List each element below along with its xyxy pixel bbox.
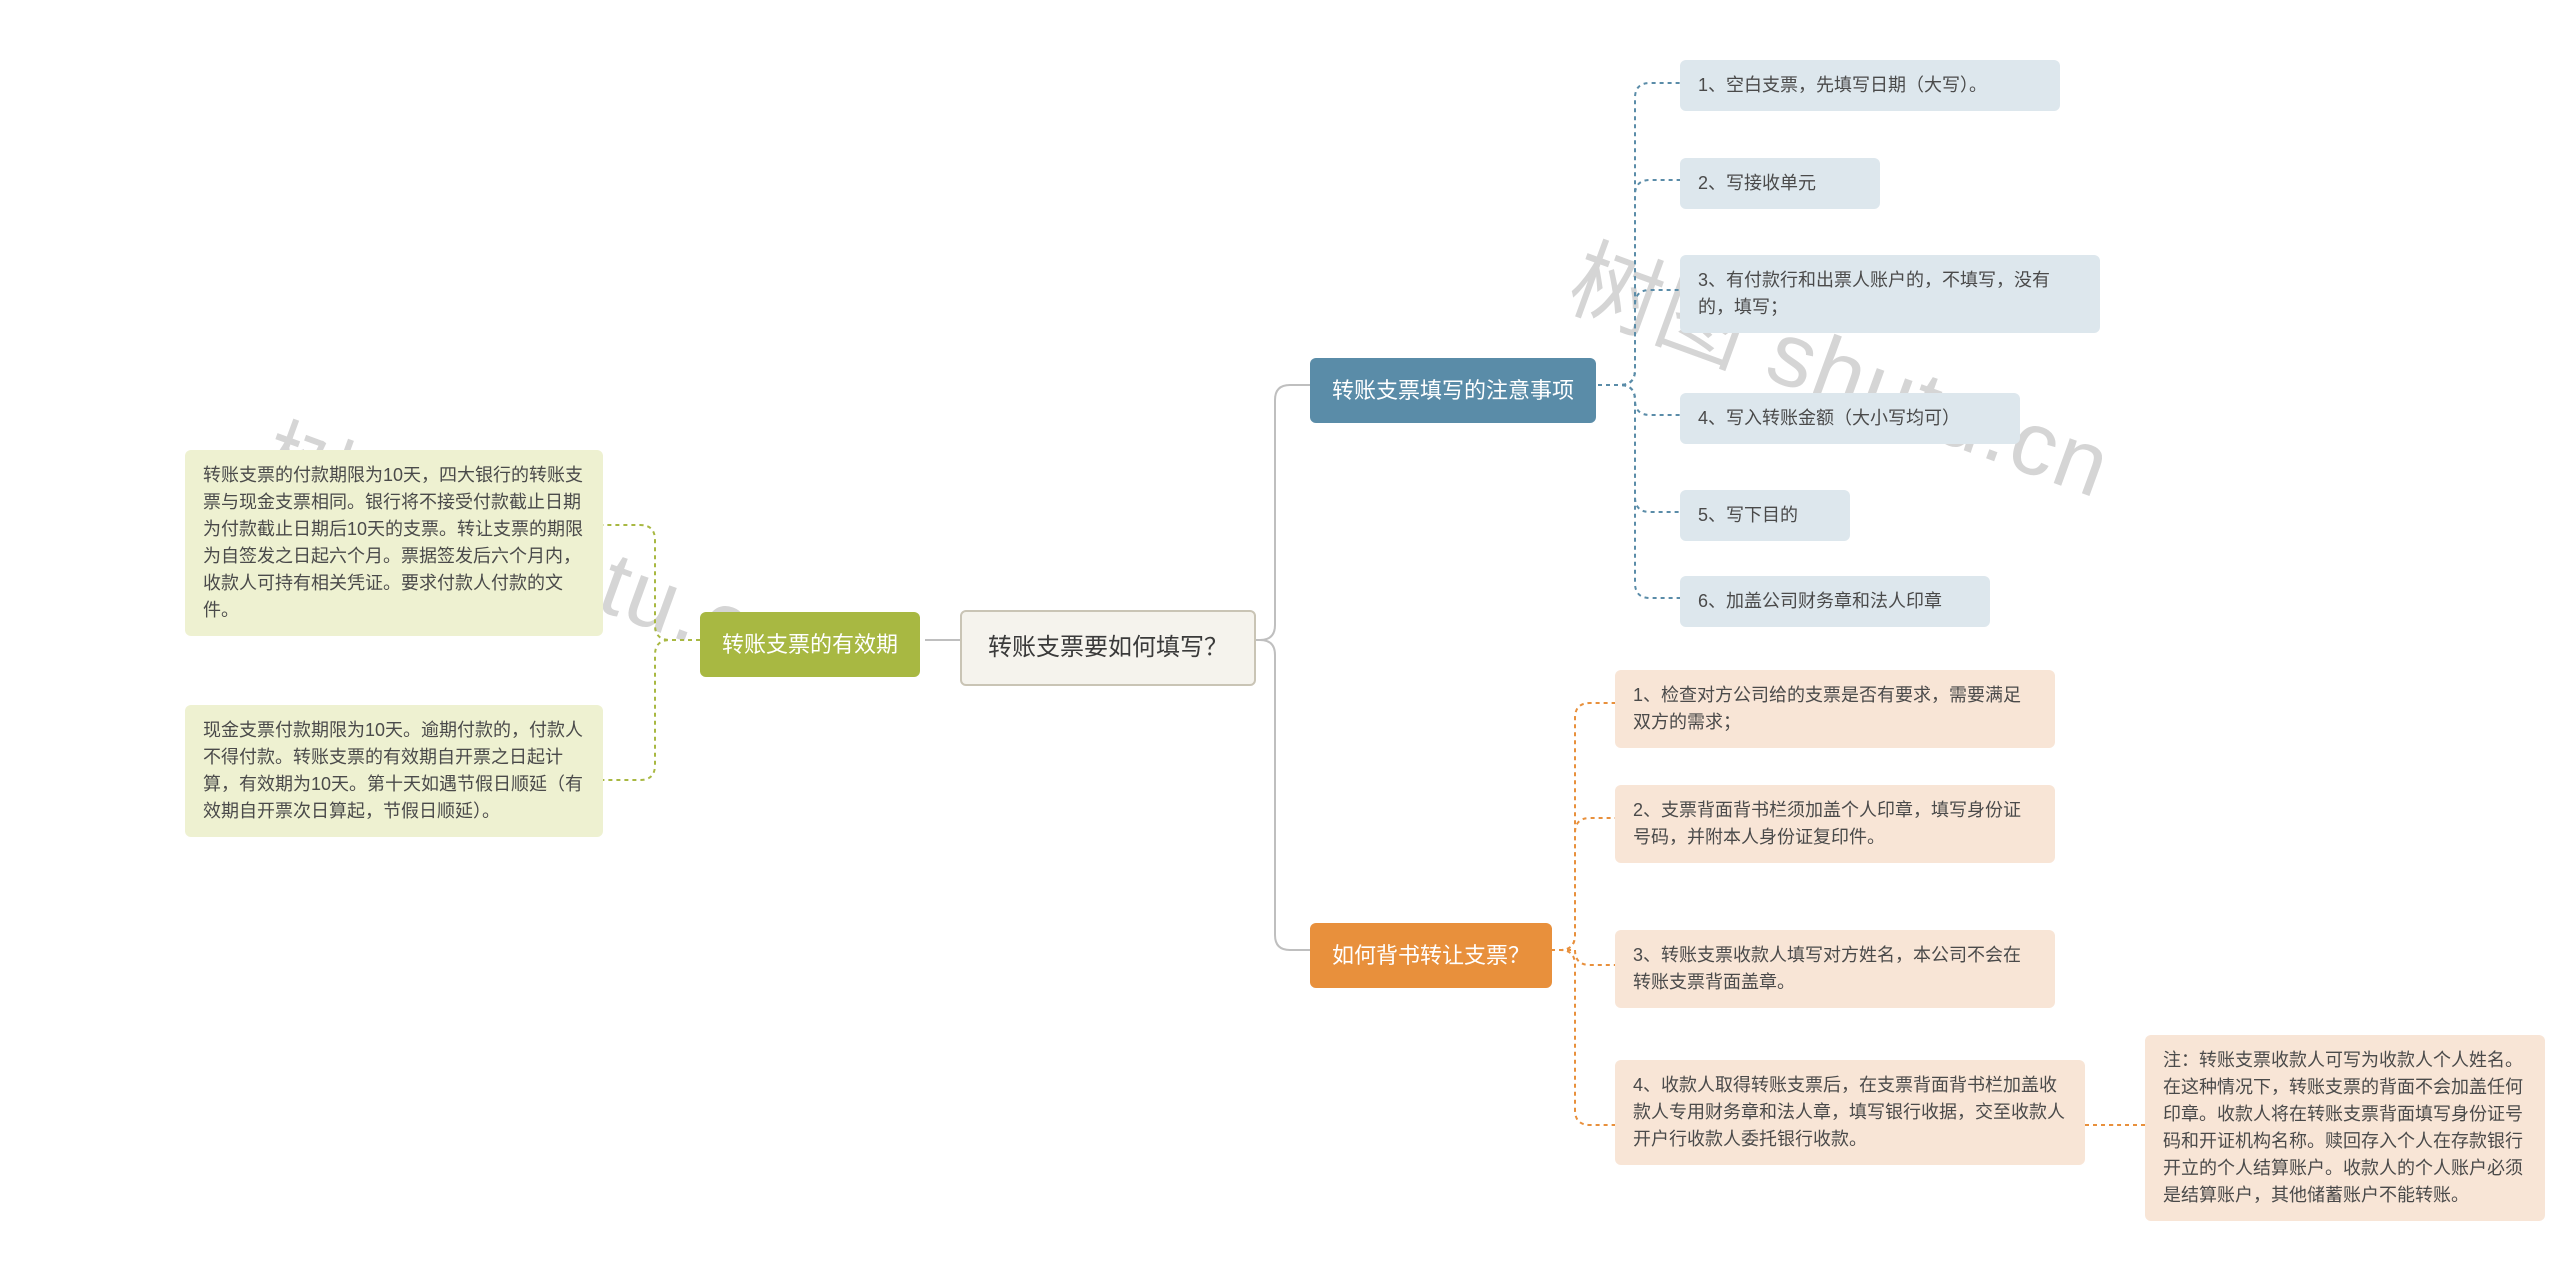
notices-leaf-0: 1、空白支票，先填写日期（大写）。: [1680, 60, 2060, 111]
root-node[interactable]: 转账支票要如何填写？: [960, 610, 1256, 686]
validity-leaf-0: 转账支票的付款期限为10天，四大银行的转账支票与现金支票相同。银行将不接受付款截…: [185, 450, 603, 636]
notices-leaf-2: 3、有付款行和出票人账户的，不填写，没有的，填写；: [1680, 255, 2100, 333]
endorse-note: 注：转账支票收款人可写为收款人个人姓名。在这种情况下，转账支票的背面不会加盖任何…: [2145, 1035, 2545, 1221]
branch-endorse[interactable]: 如何背书转让支票？: [1310, 923, 1552, 988]
notices-leaf-3: 4、写入转账金额（大小写均可）: [1680, 393, 2020, 444]
endorse-leaf-0: 1、检查对方公司给的支票是否有要求，需要满足双方的需求；: [1615, 670, 2055, 748]
endorse-leaf-3: 4、收款人取得转账支票后，在支票背面背书栏加盖收款人专用财务章和法人章，填写银行…: [1615, 1060, 2085, 1165]
notices-leaf-5: 6、加盖公司财务章和法人印章: [1680, 576, 1990, 627]
endorse-leaf-1: 2、支票背面背书栏须加盖个人印章，填写身份证号码，并附本人身份证复印件。: [1615, 785, 2055, 863]
validity-leaf-1: 现金支票付款期限为10天。逾期付款的，付款人不得付款。转账支票的有效期自开票之日…: [185, 705, 603, 837]
endorse-leaf-2: 3、转账支票收款人填写对方姓名，本公司不会在转账支票背面盖章。: [1615, 930, 2055, 1008]
branch-validity[interactable]: 转账支票的有效期: [700, 612, 920, 677]
branch-notices[interactable]: 转账支票填写的注意事项: [1310, 358, 1596, 423]
notices-leaf-4: 5、写下目的: [1680, 490, 1850, 541]
notices-leaf-1: 2、写接收单元: [1680, 158, 1880, 209]
